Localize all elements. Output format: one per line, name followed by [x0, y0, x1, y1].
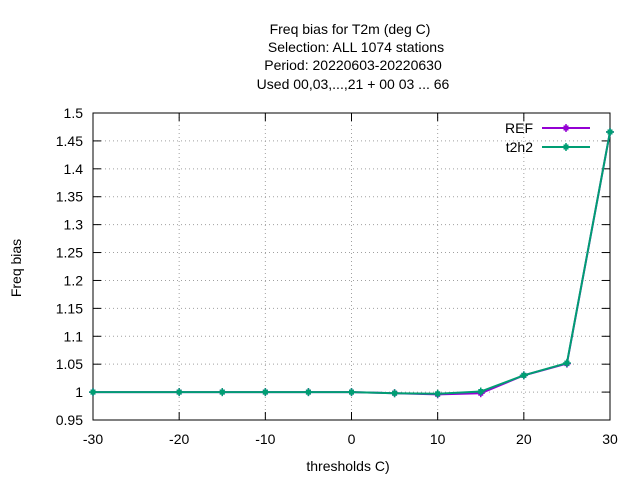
- data-point-t2h2: [347, 388, 356, 397]
- chart-title: Freq bias for T2m (deg C) Selection: ALL…: [257, 21, 450, 92]
- point-marker-box: [521, 372, 527, 378]
- point-marker-box: [219, 389, 225, 395]
- y-axis-label: Freq bias: [8, 239, 24, 297]
- title-line-2: Selection: ALL 1074 stations: [268, 39, 444, 55]
- data-point-t2h2: [390, 389, 399, 398]
- y-tick-label: 1.05: [56, 356, 83, 372]
- series-line-ref: [93, 131, 611, 396]
- x-axis-label: thresholds C): [306, 458, 389, 474]
- point-marker-box: [478, 389, 484, 395]
- title-line-4: Used 00,03,...,21 + 00 03 ... 66: [257, 76, 450, 92]
- legend-label-ref: REF: [505, 120, 533, 136]
- series-line-t2h2: [93, 131, 611, 395]
- x-tick-label: -10: [255, 431, 275, 447]
- x-tick-label: 20: [516, 431, 532, 447]
- y-tick-label: 1.45: [56, 133, 83, 149]
- y-tick-label: 1.15: [56, 300, 83, 316]
- legend-marker-box: [563, 125, 569, 131]
- x-tick-label: -20: [169, 431, 189, 447]
- legend-marker-box: [563, 144, 569, 150]
- point-marker-box: [435, 391, 441, 397]
- y-tick-label: 1.2: [64, 272, 84, 288]
- point-marker-box: [90, 389, 96, 395]
- data-series: [89, 127, 614, 399]
- data-point-t2h2: [562, 359, 571, 368]
- y-tick-label: 1.3: [64, 217, 84, 233]
- x-tick-label: 30: [602, 431, 618, 447]
- data-point-t2h2: [606, 127, 614, 136]
- point-marker-box: [262, 389, 268, 395]
- y-tick-label: 1.1: [64, 328, 84, 344]
- legend-label-t2h2: t2h2: [506, 139, 533, 155]
- y-tick-label: 0.95: [56, 412, 83, 428]
- point-marker-box: [305, 389, 311, 395]
- point-marker-box: [564, 360, 570, 366]
- data-point-t2h2: [218, 388, 227, 397]
- legend: REF t2h2: [505, 120, 590, 155]
- tick-labels: -30 -20 -10 0 10 20 30 0.95 1 1.05 1.1 1.15 1.2 1.25 1…: [56, 105, 618, 447]
- point-marker-box: [392, 390, 398, 396]
- data-point-t2h2: [89, 388, 97, 397]
- y-tick-label: 1.35: [56, 189, 83, 205]
- data-point-t2h2: [304, 388, 313, 397]
- point-marker-box: [607, 129, 613, 135]
- data-point-t2h2: [476, 387, 485, 396]
- data-point-t2h2: [433, 389, 442, 398]
- title-line-1: Freq bias for T2m (deg C): [270, 21, 431, 37]
- data-point-t2h2: [261, 388, 270, 397]
- y-tick-label: 1.4: [64, 161, 84, 177]
- y-tick-label: 1: [75, 384, 83, 400]
- point-marker-box: [176, 389, 182, 395]
- data-point-t2h2: [519, 371, 528, 380]
- y-tick-label: 1.25: [56, 245, 83, 261]
- x-tick-label: 0: [348, 431, 356, 447]
- x-tick-label: 10: [430, 431, 446, 447]
- plot-frame: [92, 112, 611, 421]
- data-point-t2h2: [175, 388, 184, 397]
- title-line-3: Period: 20220603-20220630: [264, 57, 442, 73]
- y-tick-label: 1.5: [64, 105, 84, 121]
- point-marker-box: [349, 389, 354, 395]
- x-tick-label: -30: [83, 431, 103, 447]
